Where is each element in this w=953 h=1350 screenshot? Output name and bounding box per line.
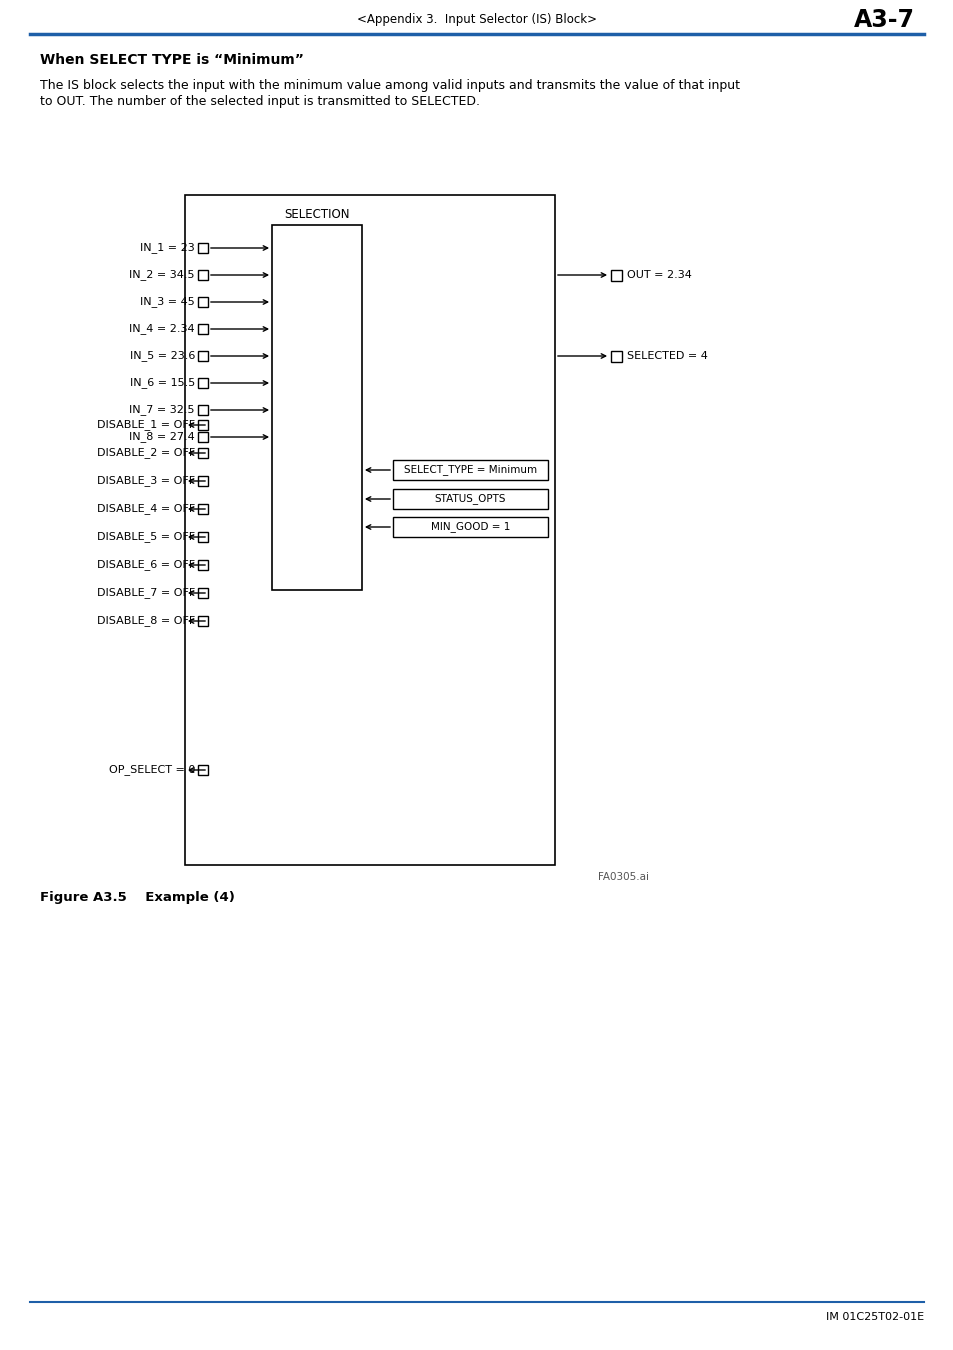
Bar: [198, 405, 208, 414]
Text: IN_8 = 27.4: IN_8 = 27.4: [129, 432, 194, 443]
Bar: [198, 420, 208, 431]
Bar: [198, 765, 208, 775]
Bar: [198, 448, 208, 458]
Bar: [272, 225, 361, 590]
Text: IN_6 = 15.5: IN_6 = 15.5: [130, 378, 194, 389]
Text: IN_4 = 2.34: IN_4 = 2.34: [130, 324, 194, 335]
Bar: [198, 378, 208, 387]
Text: DISABLE_2 = OFF: DISABLE_2 = OFF: [96, 448, 194, 459]
Text: DISABLE_1 = OFF: DISABLE_1 = OFF: [97, 420, 194, 431]
Text: OUT = 2.34: OUT = 2.34: [626, 270, 691, 279]
Text: FA0305.ai: FA0305.ai: [598, 872, 648, 882]
Text: DISABLE_5 = OFF: DISABLE_5 = OFF: [97, 532, 194, 543]
Bar: [198, 243, 208, 252]
Bar: [198, 589, 208, 598]
Text: Figure A3.5    Example (4): Figure A3.5 Example (4): [40, 891, 234, 903]
Bar: [198, 616, 208, 626]
Text: DISABLE_4 = OFF: DISABLE_4 = OFF: [96, 504, 194, 514]
Text: <Appendix 3.  Input Selector (IS) Block>: <Appendix 3. Input Selector (IS) Block>: [356, 14, 597, 27]
Text: IN_5 = 23.6: IN_5 = 23.6: [130, 351, 194, 362]
Bar: [198, 270, 208, 279]
Bar: [610, 351, 621, 362]
Bar: [198, 351, 208, 360]
Bar: [198, 297, 208, 306]
Text: OP_SELECT = 0: OP_SELECT = 0: [109, 764, 194, 775]
Bar: [610, 270, 621, 281]
Text: SELECTED = 4: SELECTED = 4: [626, 351, 707, 360]
Text: DISABLE_3 = OFF: DISABLE_3 = OFF: [97, 475, 194, 486]
Text: IN_1 = 23: IN_1 = 23: [140, 243, 194, 254]
Bar: [393, 489, 547, 509]
Text: SELECT_TYPE = Minimum: SELECT_TYPE = Minimum: [403, 464, 537, 475]
Bar: [198, 432, 208, 441]
Bar: [198, 560, 208, 570]
Text: STATUS_OPTS: STATUS_OPTS: [435, 494, 506, 505]
Text: DISABLE_7 = OFF: DISABLE_7 = OFF: [96, 587, 194, 598]
Text: When SELECT TYPE is “Minimum”: When SELECT TYPE is “Minimum”: [40, 53, 304, 68]
Text: IN_3 = 45: IN_3 = 45: [140, 297, 194, 308]
Bar: [198, 324, 208, 333]
Bar: [185, 194, 555, 865]
Text: MIN_GOOD = 1: MIN_GOOD = 1: [431, 521, 510, 532]
Bar: [393, 517, 547, 537]
Bar: [393, 460, 547, 481]
Text: to OUT. The number of the selected input is transmitted to SELECTED.: to OUT. The number of the selected input…: [40, 96, 479, 108]
Text: SELECTION: SELECTION: [284, 208, 350, 221]
Text: A3-7: A3-7: [853, 8, 914, 32]
Bar: [198, 532, 208, 541]
Bar: [198, 504, 208, 514]
Text: DISABLE_8 = OFF: DISABLE_8 = OFF: [96, 616, 194, 626]
Text: DISABLE_6 = OFF: DISABLE_6 = OFF: [97, 559, 194, 571]
Text: IN_2 = 34.5: IN_2 = 34.5: [130, 270, 194, 281]
Text: The IS block selects the input with the minimum value among valid inputs and tra: The IS block selects the input with the …: [40, 80, 740, 93]
Bar: [198, 477, 208, 486]
Text: IM 01C25T02-01E: IM 01C25T02-01E: [825, 1312, 923, 1322]
Text: IN_7 = 32.5: IN_7 = 32.5: [130, 405, 194, 416]
